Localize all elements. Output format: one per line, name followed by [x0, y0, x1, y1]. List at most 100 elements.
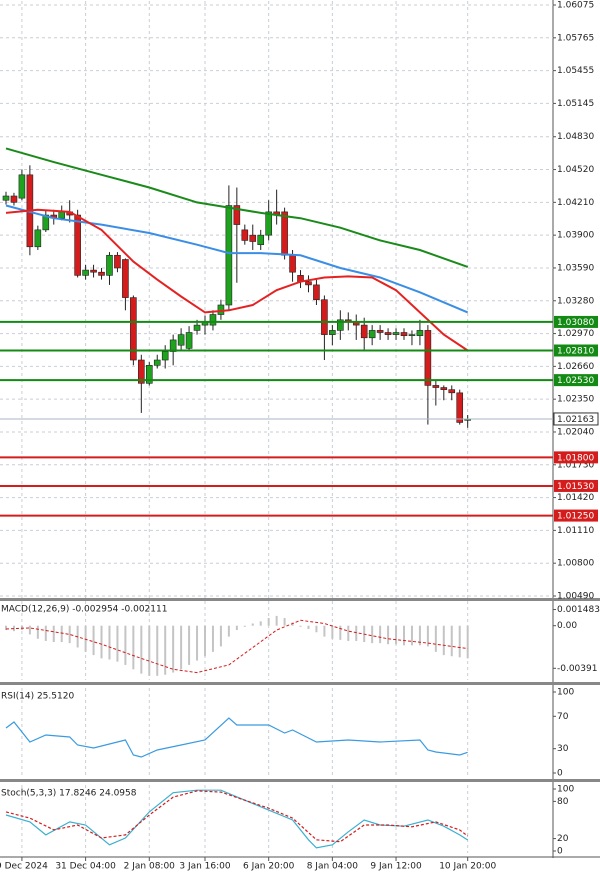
line [5, 204, 469, 314]
candle-body [225, 205, 233, 306]
y-tick-label: 1.05765 [557, 33, 594, 43]
y-tick-label: 1.01110 [557, 526, 594, 536]
macd-bar [418, 625, 421, 646]
level-label-box [554, 374, 598, 387]
y-tick-label: 1.01420 [557, 493, 594, 503]
candle-body [416, 330, 424, 336]
macd-bar [28, 625, 31, 635]
x-tick-label: 6 Jan 20:00 [243, 862, 295, 872]
x-tick-label: 9 Dec 2024 [0, 862, 48, 872]
candle-body [257, 234, 265, 245]
y-tick-label: 1.02970 [557, 329, 594, 339]
candle-body [98, 271, 105, 276]
macd-bar [180, 625, 183, 670]
y-tick-label: 1.05455 [557, 66, 594, 76]
y-tick-label: 0.001483 [557, 605, 600, 615]
candle-body [130, 297, 137, 361]
candle-body [456, 392, 464, 423]
level-label-box [554, 479, 598, 492]
macd-bar [315, 625, 318, 633]
candle-body [265, 211, 272, 236]
y-tick-label: 1.03900 [557, 231, 594, 241]
candle-body [368, 330, 376, 339]
candle-body [281, 211, 288, 256]
candle-body [185, 332, 193, 349]
line [5, 790, 469, 843]
macd-bar [434, 625, 437, 652]
x-tick-label: 3 Jan 16:00 [179, 862, 231, 872]
candle-body [161, 351, 169, 361]
y-tick-label: 100 [557, 785, 574, 795]
candle-body [58, 211, 66, 219]
candle-body [305, 281, 312, 286]
macd-bar [458, 625, 461, 658]
macd-bar [395, 625, 398, 645]
macd-bar [60, 625, 63, 643]
candle-body [376, 330, 384, 333]
line [5, 717, 468, 758]
macd-bar [403, 625, 405, 646]
y-tick-label: 0 [557, 769, 563, 779]
candle-body [241, 229, 249, 241]
level-label: 1.01250 [557, 512, 594, 522]
x-tick-label: 2 Jan 08:00 [124, 862, 176, 872]
candle-body [217, 304, 225, 315]
macd-bar [410, 625, 413, 646]
candle-body [106, 254, 113, 276]
macd-bar [331, 625, 334, 639]
macd-bar [92, 625, 95, 656]
macd-bar [307, 625, 310, 629]
macd-bar [426, 625, 429, 647]
level-label: 1.03080 [557, 318, 594, 328]
candle-body [321, 299, 328, 335]
macd-bar [108, 625, 111, 660]
y-tick-label: 1.00490 [557, 592, 594, 602]
panel-separator [0, 682, 600, 685]
macd-bar [84, 625, 87, 652]
macd-bar [450, 625, 453, 657]
macd-bar [251, 623, 254, 626]
panel-title: MACD(12,26,9) -0.002954 -0.002111 [1, 605, 167, 615]
y-tick-label: 1.01730 [557, 460, 594, 470]
macd-bar [371, 625, 374, 644]
candle-body [114, 254, 121, 269]
macd-bar [164, 625, 167, 675]
level-label-box [554, 509, 598, 522]
panel-separator [0, 598, 600, 601]
macd-bar [188, 625, 191, 665]
y-tick-label: 1.05145 [557, 99, 594, 109]
y-tick-label: 1.02660 [557, 362, 594, 372]
macd-bar [36, 625, 39, 639]
macd-bar [219, 625, 222, 647]
macd-bar [148, 625, 151, 676]
y-tick-label: 1.02350 [557, 395, 594, 405]
candle-body [74, 214, 81, 276]
y-tick-label: 1.04520 [557, 165, 594, 175]
candle-body [432, 385, 440, 388]
candle-body [193, 324, 201, 331]
line [5, 208, 469, 352]
macd-bar [347, 625, 350, 641]
level-label: 1.02530 [557, 376, 594, 386]
y-tick-label: 0.00 [557, 621, 577, 631]
candle-body [233, 205, 241, 225]
macd-bar [196, 625, 199, 661]
y-tick-label: 1.03280 [557, 296, 594, 306]
y-tick-label: 1.00800 [557, 559, 594, 569]
candle-body [440, 387, 448, 390]
line [5, 147, 469, 268]
y-tick-label: 1.04210 [557, 198, 594, 208]
macd-bar [52, 625, 55, 643]
y-tick-label: 70 [557, 712, 569, 722]
candle-body [448, 389, 456, 394]
candle-body [90, 269, 97, 273]
macd-bar [211, 625, 214, 652]
x-tick-label: 9 Jan 12:00 [370, 862, 422, 872]
macd-bar [259, 621, 262, 626]
candle-body [400, 332, 408, 336]
candle-body [249, 234, 257, 242]
candle-body [138, 359, 145, 384]
level-label: 1.02810 [557, 346, 594, 356]
